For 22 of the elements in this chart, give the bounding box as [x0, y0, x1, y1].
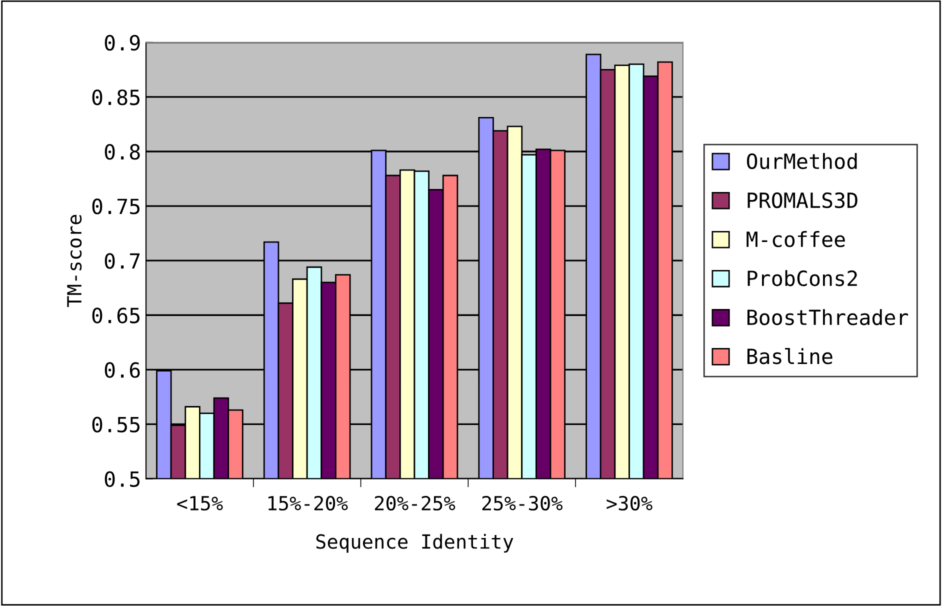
y-axis-title: TM-score — [67, 214, 82, 307]
y-tick-label: 0.85 — [92, 89, 140, 106]
x-tick-label: >30% — [606, 496, 652, 511]
y-tick-label: 0.8 — [104, 144, 140, 160]
legend-label: PROMALS3D — [748, 192, 858, 208]
x-tick-label: 20%-25% — [374, 496, 456, 511]
legend-label: ProbCons2 — [748, 270, 857, 286]
legend-label: Basline — [747, 348, 832, 364]
x-tick-label: 25%-30% — [482, 496, 563, 511]
x-axis-title: Sequence Identity — [316, 534, 514, 553]
legend-label: OurMethod — [746, 152, 857, 170]
y-tick-label: 0.65 — [92, 308, 140, 324]
y-tick-label: 0.7 — [104, 253, 140, 269]
y-tick-label: 0.9 — [104, 34, 140, 51]
y-tick-label: 0.55 — [92, 416, 140, 432]
x-tick-label: 15%-20% — [268, 496, 348, 511]
legend-label: BoostThreader — [747, 309, 908, 326]
x-tick-label: <15% — [177, 496, 223, 511]
y-tick-label: 0.5 — [104, 471, 140, 488]
y-tick-label: 0.6 — [104, 362, 140, 378]
y-tick-label: 0.75 — [92, 198, 140, 214]
legend-label: M-coffee — [746, 231, 845, 248]
